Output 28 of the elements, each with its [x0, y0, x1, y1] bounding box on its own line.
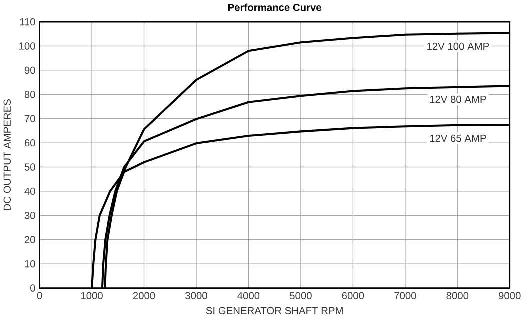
y-tick-label: 0: [30, 284, 36, 292]
y-tick-label: 80: [24, 90, 36, 98]
x-tick-label: 3000: [186, 292, 208, 300]
series-label: 12V 100 AMP: [428, 42, 490, 50]
y-tick-label: 30: [24, 212, 36, 220]
y-tick-label: 50: [24, 164, 36, 171]
y-tick-label: 20: [24, 236, 36, 244]
x-tick-label: 1000: [81, 292, 103, 300]
series-label: 12V 65 AMP: [430, 134, 486, 142]
x-tick-label: 8000: [446, 292, 469, 300]
x-tick-label: 5000: [290, 292, 312, 300]
series-label: 12V 80 AMP: [430, 96, 486, 104]
x-axis-title: SI GENERATOR SHAFT RPM: [206, 307, 343, 314]
x-tick-label: 2000: [133, 292, 156, 300]
y-tick-label: 110: [20, 18, 36, 26]
y-tick-label: 70: [24, 115, 36, 122]
x-tick-label: 4000: [238, 292, 260, 300]
y-tick-label: 10: [25, 260, 36, 268]
x-tick-label: 6000: [342, 292, 364, 300]
x-tick-label: 0: [37, 292, 42, 300]
y-tick-label: 90: [24, 66, 36, 74]
x-tick-label: 9000: [499, 292, 521, 300]
x-tick-label: 7000: [394, 292, 416, 300]
y-axis-title: DC OUTPUT AMPERES: [4, 99, 12, 210]
y-tick-label: 100: [20, 42, 36, 50]
chart-title: Performance Curve: [228, 4, 322, 12]
y-tick-label: 60: [24, 139, 36, 147]
y-tick-label: 40: [24, 188, 36, 195]
